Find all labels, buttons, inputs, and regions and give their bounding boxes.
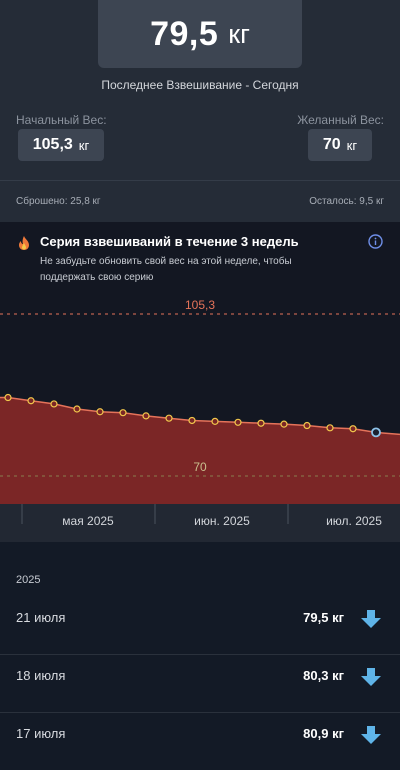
streak-subtitle: Не забудьте обновить свой вес на этой не…: [40, 256, 292, 283]
flame-icon: [19, 236, 29, 250]
arrow-down-icon: [361, 726, 381, 744]
row-divider: [0, 712, 400, 713]
data-point[interactable]: [119, 409, 127, 417]
goal-weight-pill[interactable]: 70 кг: [308, 129, 372, 161]
history-weight: 80,3 кг: [303, 668, 344, 683]
current-weight-value: 79,5: [150, 14, 219, 53]
weight-chart[interactable]: 105,3 70 мая 2025 июн. 2025 июл. 2025: [0, 286, 400, 542]
history-weight: 79,5 кг: [303, 610, 344, 625]
history-date: 17 июля: [16, 726, 66, 741]
data-point[interactable]: [73, 405, 81, 413]
data-point[interactable]: [4, 393, 12, 402]
chart-x-axis: мая 2025 июн. 2025 июл. 2025: [0, 504, 400, 542]
data-point[interactable]: [188, 416, 196, 425]
left-label: Осталось: 9,5 кг: [309, 196, 384, 207]
history-row[interactable]: 17 июля 80,9 кг: [0, 712, 400, 770]
reference-label: 105,3: [185, 298, 215, 312]
arrow-down-icon: [361, 668, 381, 686]
goal-weight-value: 70: [322, 136, 341, 153]
data-point[interactable]: [371, 427, 381, 438]
data-point[interactable]: [27, 397, 35, 405]
start-weight-unit: кг: [78, 137, 90, 153]
data-point[interactable]: [211, 417, 219, 425]
data-point[interactable]: [96, 408, 104, 416]
history-list: [0, 542, 400, 748]
info-icon[interactable]: [368, 234, 383, 249]
history-date: 21 июля: [16, 610, 66, 625]
reference-label: 70: [193, 460, 207, 474]
history-year: 2025: [16, 574, 41, 586]
data-point[interactable]: [303, 421, 311, 430]
data-point[interactable]: [349, 425, 357, 433]
data-point[interactable]: [280, 420, 288, 428]
x-tick-label: июн. 2025: [194, 514, 250, 528]
history-row[interactable]: 18 июля 80,3 кг: [0, 654, 400, 712]
data-point[interactable]: [142, 412, 150, 420]
data-point[interactable]: [165, 414, 173, 422]
row-divider: [0, 654, 400, 655]
start-weight-label: Начальный Вес:: [16, 113, 107, 127]
reference-lines: 105,3 70: [0, 298, 400, 477]
goal-weight-unit: кг: [346, 137, 358, 153]
divider: [0, 180, 400, 181]
last-weigh-label: Последнее Взвешивание - Сегодня: [101, 78, 299, 92]
chart-markers: [4, 393, 381, 438]
current-weight-box[interactable]: 79,5 кг: [98, 0, 302, 68]
x-tick-label: июл. 2025: [326, 514, 382, 528]
history-date: 18 июля: [16, 668, 66, 683]
history-weight: 80,9 кг: [303, 726, 344, 741]
x-axis-band: [0, 504, 400, 542]
lost-label: Сброшено: 25,8 кг: [16, 196, 101, 207]
start-weight-pill[interactable]: 105,3 кг: [18, 129, 104, 161]
data-point[interactable]: [326, 424, 334, 432]
data-point[interactable]: [234, 418, 242, 426]
data-point[interactable]: [50, 400, 58, 408]
weight-area: [0, 397, 400, 504]
x-tick-label: мая 2025: [62, 514, 114, 528]
current-weight-unit: кг: [228, 18, 250, 49]
arrow-down-icon: [361, 610, 381, 628]
streak-title: Серия взвешиваний в течение 3 недель: [40, 234, 299, 249]
start-weight-value: 105,3: [32, 136, 73, 153]
goal-weight-label: Желанный Вес:: [297, 113, 384, 127]
data-point[interactable]: [257, 419, 265, 427]
history-row[interactable]: 21 июля 79,5 кг: [0, 596, 400, 654]
